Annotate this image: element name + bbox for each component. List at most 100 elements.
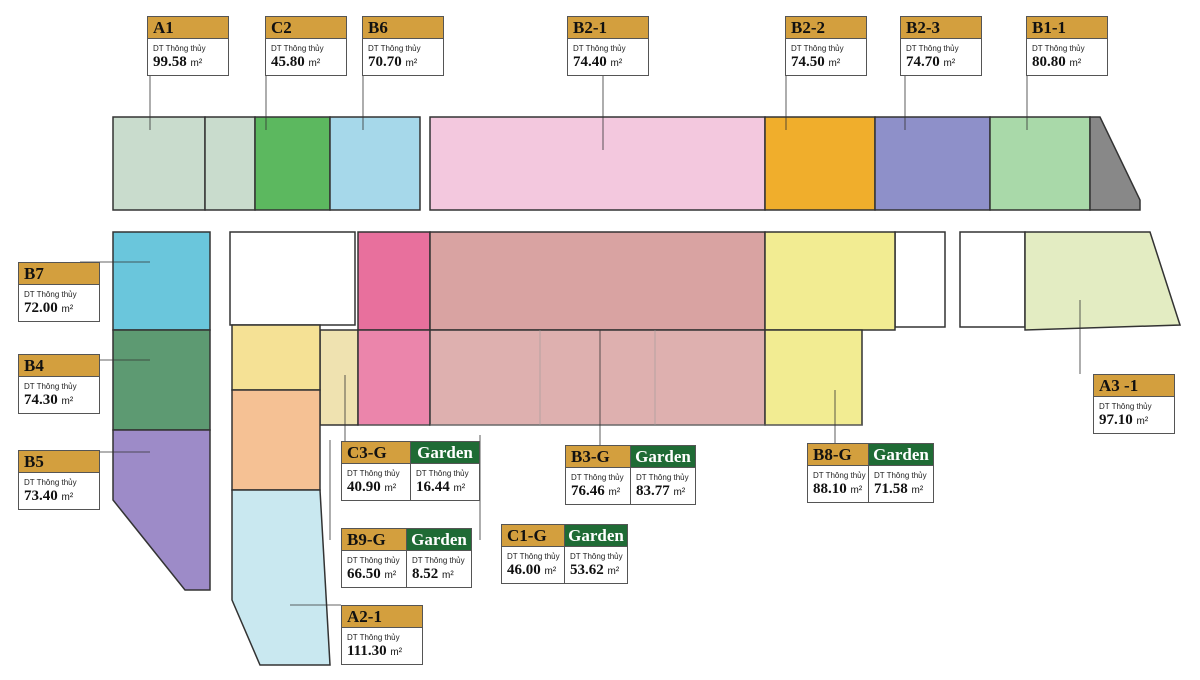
unit-code: A2-1: [342, 606, 422, 628]
garden-header: Garden: [631, 446, 695, 468]
area-label: DT Thông thủy: [271, 44, 324, 53]
area-value: 45.80: [271, 54, 305, 70]
area-unit: m²: [544, 566, 557, 577]
area-unit: m²: [61, 396, 74, 407]
unit-b1-1: [989, 116, 1091, 211]
stair-core: [959, 231, 1026, 328]
unit-a2-1: [231, 489, 331, 666]
area-value: 88.10: [813, 481, 847, 497]
area-unit: m²: [453, 483, 466, 494]
unit-label-c3-g: C3-G DT Thông thủy 40.90 m² Garden DT Thông…: [341, 441, 480, 501]
area-label: DT Thông thủy: [416, 469, 469, 478]
area-unit: m²: [911, 485, 924, 496]
area-label: DT Thông thủy: [571, 473, 624, 482]
unit-b6: [329, 116, 421, 211]
area-value: 99.58: [153, 54, 187, 70]
area-label: DT Thông thủy: [24, 382, 77, 391]
area-label: DT Thông thủy: [507, 552, 560, 561]
area-unit: m²: [384, 483, 397, 494]
unit-b5: [112, 429, 211, 591]
area-unit: m²: [1136, 416, 1149, 427]
area-value: 74.40: [573, 54, 607, 70]
unit-code: B5: [19, 451, 99, 473]
unit-code: B9-G: [342, 529, 406, 551]
area-label: DT Thông thủy: [153, 44, 206, 53]
area-label: DT Thông thủy: [24, 290, 77, 299]
unit-label-c2: C2 DT Thông thủy 45.80 m²: [265, 16, 347, 76]
area-label: DT Thông thủy: [791, 44, 844, 53]
area-unit: m²: [610, 58, 623, 69]
garden-area-value: 71.58: [874, 481, 908, 497]
unit-b2-1: [429, 116, 766, 211]
unit-b9-g: [231, 389, 321, 491]
area-value: 40.90: [347, 479, 381, 495]
unit-label-c1-g: C1-G DT Thông thủy 46.00 m² Garden DT Thông…: [501, 524, 628, 584]
unit-label-b2-3: B2-3 DT Thông thủy 74.70 m²: [900, 16, 982, 76]
unit-b2-3: [874, 116, 991, 211]
area-unit: m²: [61, 492, 74, 503]
unit-label-a3-1: A3 -1 DT Thông thủy 97.10 m²: [1093, 374, 1175, 434]
unit-code: A3 -1: [1094, 375, 1174, 397]
area-unit: m²: [1069, 58, 1082, 69]
unit-code: B7: [19, 263, 99, 285]
area-label: DT Thông thủy: [1032, 44, 1085, 53]
garden-area-value: 16.44: [416, 479, 450, 495]
unit-label-a1: A1 DT Thông thủy 99.58 m²: [147, 16, 229, 76]
area-unit: m²: [384, 570, 397, 581]
area-value: 74.70: [906, 54, 940, 70]
unit-label-b2-2: B2-2 DT Thông thủy 74.50 m²: [785, 16, 867, 76]
stair-core: [894, 231, 946, 328]
area-unit: m²: [850, 485, 863, 496]
garden-b3-g: [429, 329, 766, 426]
garden-area-value: 8.52: [412, 566, 439, 582]
unit-code: C1-G: [502, 525, 564, 547]
area-label: DT Thông thủy: [24, 478, 77, 487]
unit-code: B2-1: [568, 17, 648, 39]
area-value: 111.30: [347, 643, 387, 659]
unit-label-b2-1: B2-1 DT Thông thủy 74.40 m²: [567, 16, 649, 76]
unit-c1-g: [357, 231, 431, 331]
unit-label-b4: B4 DT Thông thủy 74.30 m²: [18, 354, 100, 414]
area-value: 97.10: [1099, 412, 1133, 428]
area-unit: m²: [673, 487, 686, 498]
unit-code: C3-G: [342, 442, 410, 464]
unit-label-b1-1: B1-1 DT Thông thủy 80.80 m²: [1026, 16, 1108, 76]
area-value: 72.00: [24, 300, 58, 316]
area-value: 76.46: [571, 483, 605, 499]
unit-code: B4: [19, 355, 99, 377]
unit-code: B8-G: [808, 444, 868, 466]
area-value: 74.50: [791, 54, 825, 70]
unit-b7: [112, 231, 211, 331]
unit-label-b8-g: B8-G DT Thông thủy 88.10 m² Garden DT Thông…: [807, 443, 934, 503]
unit-a3-1: [1024, 231, 1182, 331]
unit-label-b6: B6 DT Thông thủy 70.70 m²: [362, 16, 444, 76]
garden-c3-g: [319, 329, 359, 426]
unit-a1: [112, 116, 206, 211]
garden-header: Garden: [407, 529, 471, 551]
area-unit: m²: [405, 58, 418, 69]
unit-code: B2-2: [786, 17, 866, 39]
area-value: 70.70: [368, 54, 402, 70]
area-unit: m²: [442, 570, 454, 581]
unit-label-b5: B5 DT Thông thủy 73.40 m²: [18, 450, 100, 510]
unit-label-a2-1: A2-1 DT Thông thủy 111.30 m²: [341, 605, 423, 665]
unit-label-b3-g: B3-G DT Thông thủy 76.46 m² Garden DT Thông…: [565, 445, 696, 505]
area-value: 80.80: [1032, 54, 1066, 70]
unit-code: B1-1: [1027, 17, 1107, 39]
unit-code: C2: [266, 17, 346, 39]
area-unit: m²: [308, 58, 321, 69]
area-unit: m²: [943, 58, 956, 69]
garden-area-value: 83.77: [636, 483, 670, 499]
area-unit: m²: [390, 647, 403, 658]
area-value: 66.50: [347, 566, 381, 582]
area-unit: m²: [607, 566, 620, 577]
garden-area-value: 53.62: [570, 562, 604, 578]
garden-header: Garden: [411, 442, 479, 464]
unit-label-b7: B7 DT Thông thủy 72.00 m²: [18, 262, 100, 322]
balcony: [1089, 116, 1141, 211]
garden-header: Garden: [869, 444, 933, 466]
unit-b4: [112, 329, 211, 431]
area-label: DT Thông thủy: [347, 469, 400, 478]
area-unit: m²: [608, 487, 621, 498]
